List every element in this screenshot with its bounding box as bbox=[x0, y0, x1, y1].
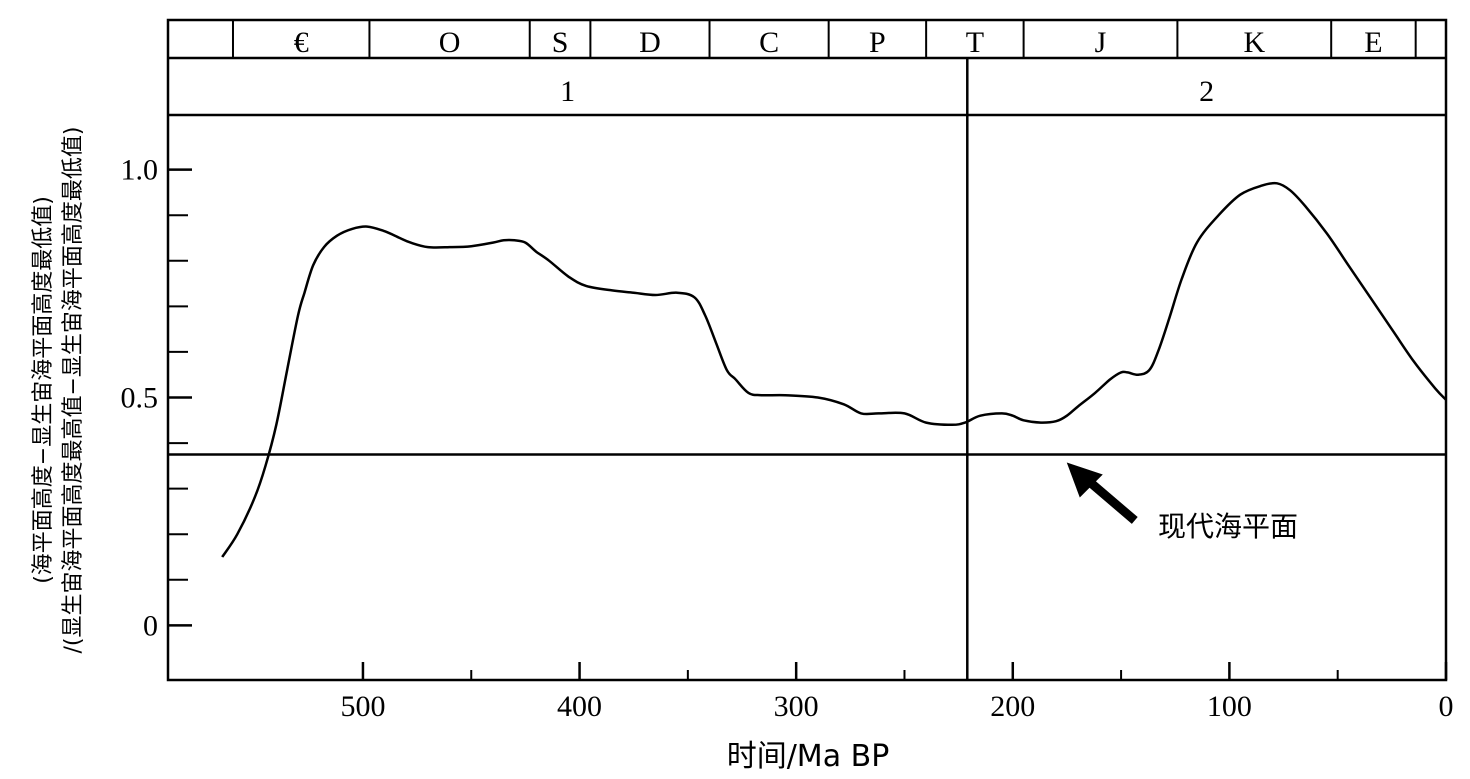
period-label-D: D bbox=[639, 26, 661, 59]
x-tick-label: 0 bbox=[1439, 690, 1454, 723]
cycle-label-1: 1 bbox=[560, 75, 575, 108]
y-tick-label: 0 bbox=[143, 609, 158, 642]
period-label-O: O bbox=[439, 26, 461, 59]
present-sea-level-label: 现代海平面 bbox=[1158, 510, 1298, 543]
period-bands: € O S D C P T J K E 1 2 bbox=[231, 20, 1417, 108]
x-tick-label: 500 bbox=[340, 690, 385, 723]
arrow-shaft bbox=[1083, 476, 1138, 524]
y-tick-label: 1.0 bbox=[121, 154, 159, 187]
y-axis-label-line-2: /(显生宙海平面高度最高值−显生宙海平面高度最低值) bbox=[61, 126, 86, 653]
period-label-J: J bbox=[1095, 26, 1107, 59]
period-label-K: K bbox=[1243, 26, 1265, 59]
x-tick-label: 200 bbox=[990, 690, 1035, 723]
period-label-S: S bbox=[552, 26, 569, 59]
period-label-C: C bbox=[759, 26, 779, 59]
axes: 0 0.5 1.0 500 400 300 200 100 0 bbox=[121, 154, 1454, 723]
period-label-€: € bbox=[294, 26, 309, 59]
sea-level-curve bbox=[221, 181, 1447, 558]
period-label-P: P bbox=[869, 26, 886, 59]
x-tick-label: 100 bbox=[1207, 690, 1252, 723]
y-tick-label: 0.5 bbox=[121, 382, 159, 415]
arrow-head bbox=[1066, 462, 1103, 498]
x-tick-label: 400 bbox=[557, 690, 602, 723]
chart-frame bbox=[166, 18, 1448, 682]
y-axis-label-line-1: (海平面高度−显生宙海平面高度最低值) bbox=[31, 196, 56, 584]
cycle-label-2: 2 bbox=[1199, 75, 1214, 108]
outer-frame bbox=[166, 18, 1448, 682]
x-tick-label: 300 bbox=[774, 690, 819, 723]
period-label-T: T bbox=[966, 26, 984, 59]
period-label-E: E bbox=[1364, 26, 1382, 59]
x-axis-label: 时间/Ma BP bbox=[727, 739, 890, 774]
plot-area bbox=[168, 58, 1447, 680]
